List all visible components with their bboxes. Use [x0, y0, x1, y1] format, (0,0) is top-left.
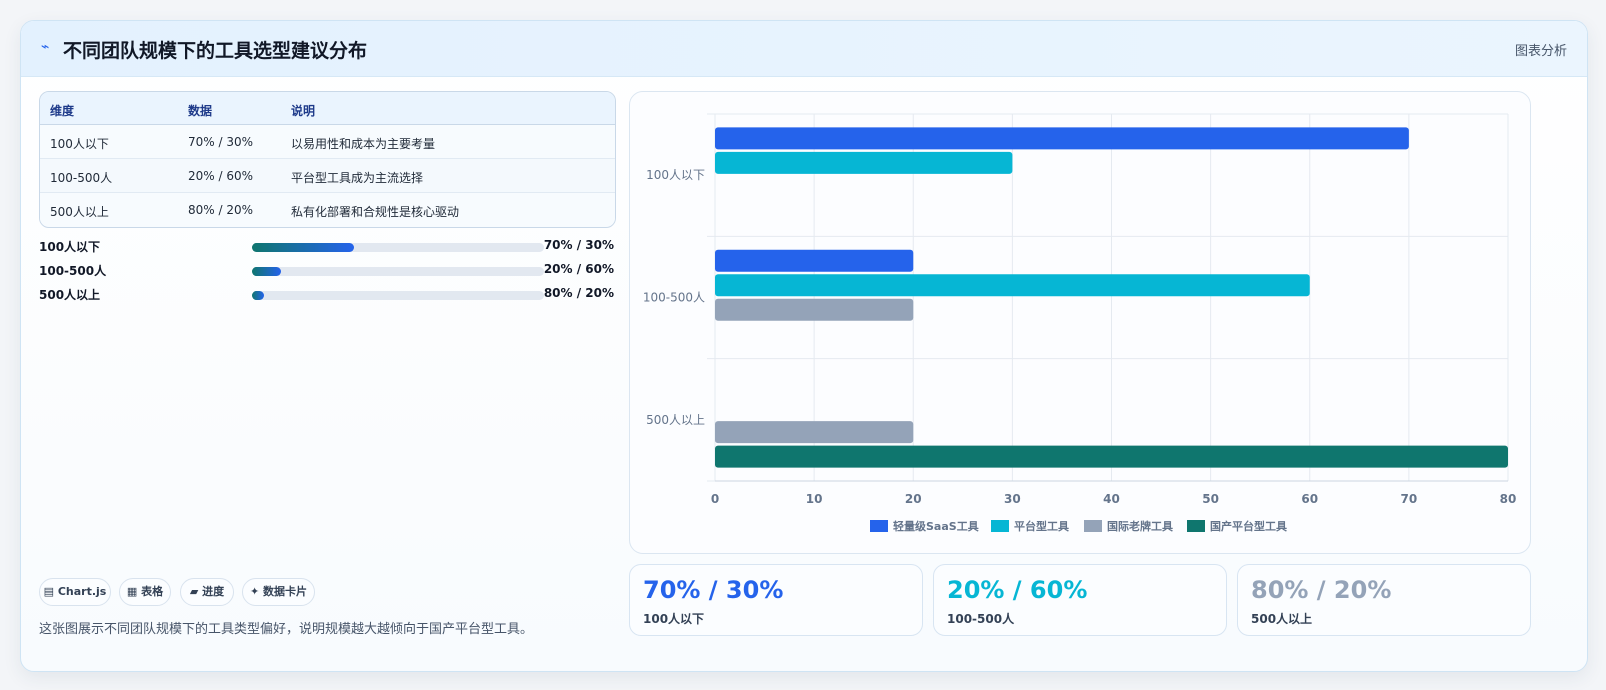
bar [715, 274, 1310, 297]
table-row: 500人以上 80% / 20% 私有化部署和合规性是核心驱动 [40, 193, 615, 226]
stat-value: 80% / 20% [1251, 576, 1392, 604]
x-tick-label: 80 [1500, 492, 1517, 506]
progress-value: 20% / 60% [543, 262, 614, 276]
table-row: 100-500人 20% / 60% 平台型工具成为主流选择 [40, 159, 615, 193]
progress-row: 100人以下 70% / 30% [39, 238, 614, 258]
table-cell: 20% / 60% [188, 169, 254, 183]
progress-fill [252, 267, 282, 276]
y-tick-label: 100-500人 [643, 291, 705, 305]
y-tick-label: 100人以下 [646, 168, 705, 182]
card-title: 不同团队规模下的工具选型建议分布 [63, 40, 368, 62]
stat-label: 500人以上 [1251, 612, 1313, 626]
stat-label: 100人以下 [643, 612, 705, 626]
stat-card: 80% / 20% 500人以上 [1237, 564, 1531, 636]
x-tick-label: 0 [711, 492, 719, 506]
table-header-cell: 维度 [50, 104, 75, 118]
table-cell: 500人以上 [50, 205, 109, 219]
bar [715, 127, 1409, 150]
y-tick-label: 500人以上 [646, 413, 705, 427]
bar [715, 421, 914, 444]
bar-chart-panel: 100人以下 100-500人 500人以上 0 10 20 30 40 50 60 70 80 轻量级… [629, 91, 1531, 554]
progress-fill [252, 243, 355, 252]
chip-progress[interactable]: ▰ 进度 [180, 578, 234, 606]
table-cell: 平台型工具成为主流选择 [291, 171, 424, 185]
chart-card: ⌁ 不同团队规模下的工具选型建议分布 图表分析 维度 数据 说明 100人以下 … [20, 20, 1588, 672]
progress-row: 500人以上 80% / 20% [39, 286, 614, 306]
legend-label: 国际老牌工具 [1107, 519, 1173, 533]
x-tick-label: 20 [905, 492, 922, 506]
table-cell: 100-500人 [50, 171, 113, 185]
legend-label: 平台型工具 [1014, 519, 1069, 533]
x-tick-label: 10 [806, 492, 823, 506]
progress-value: 80% / 20% [543, 286, 614, 300]
bar [715, 151, 1013, 174]
progress-fill [252, 291, 264, 300]
bar-chart: 100人以下 100-500人 500人以上 0 10 20 30 40 50 60 70 80 轻量级… [643, 113, 1517, 533]
chart-analysis-tag: 图表分析 [1514, 44, 1567, 59]
card-header: ⌁ 不同团队规模下的工具选型建议分布 图表分析 [21, 21, 1587, 77]
table-cell: 70% / 30% [188, 135, 254, 149]
chip-table[interactable]: ▦ 表格 [119, 578, 171, 606]
chip-chartjs[interactable]: ▤ Chart.js [39, 578, 111, 606]
stat-card: 70% / 30% 100人以下 [629, 564, 923, 636]
table-cell: 100人以下 [50, 137, 109, 151]
pulse-icon: ⌁ [41, 39, 50, 55]
progress-row: 100-500人 20% / 60% [39, 262, 614, 282]
x-tick-label: 30 [1004, 492, 1021, 506]
bar [715, 249, 914, 272]
x-tick-label: 40 [1103, 492, 1120, 506]
legend-swatch [870, 520, 888, 532]
chart-description: 这张图展示不同团队规模下的工具类型偏好，说明规模越大越倾向于国产平台型工具。 [39, 622, 534, 637]
bar [715, 445, 1508, 468]
bar [715, 298, 914, 321]
table-header-row: 维度 数据 说明 [40, 92, 615, 125]
progress-label: 100人以下 [39, 240, 101, 254]
table-row: 100人以下 70% / 30% 以易用性和成本为主要考量 [40, 125, 615, 159]
legend-swatch [991, 520, 1009, 532]
progress-track [252, 267, 544, 276]
progress-track [252, 291, 544, 300]
table-cell: 80% / 20% [188, 203, 254, 217]
x-tick-label: 50 [1202, 492, 1219, 506]
progress-track [252, 243, 544, 252]
chip-data-card[interactable]: ✦ 数据卡片 [242, 578, 315, 606]
table-header-cell: 说明 [291, 104, 316, 118]
progress-label: 100-500人 [39, 264, 107, 278]
legend-label: 国产平台型工具 [1210, 519, 1287, 533]
legend-swatch [1187, 520, 1205, 532]
table-cell: 私有化部署和合规性是核心驱动 [291, 205, 460, 219]
stat-label: 100-500人 [947, 612, 1015, 626]
stat-value: 70% / 30% [643, 576, 784, 604]
progress-label: 500人以上 [39, 288, 101, 302]
stat-card: 20% / 60% 100-500人 [933, 564, 1227, 636]
x-tick-label: 70 [1401, 492, 1418, 506]
table-header-cell: 数据 [188, 104, 213, 118]
legend-label: 轻量级SaaS工具 [893, 519, 979, 533]
progress-value: 70% / 30% [543, 238, 614, 252]
data-table: 维度 数据 说明 100人以下 70% / 30% 以易用性和成本为主要考量 1… [39, 91, 616, 228]
stat-value: 20% / 60% [947, 576, 1088, 604]
legend-swatch [1084, 520, 1102, 532]
table-cell: 以易用性和成本为主要考量 [291, 137, 436, 151]
x-tick-label: 60 [1301, 492, 1318, 506]
